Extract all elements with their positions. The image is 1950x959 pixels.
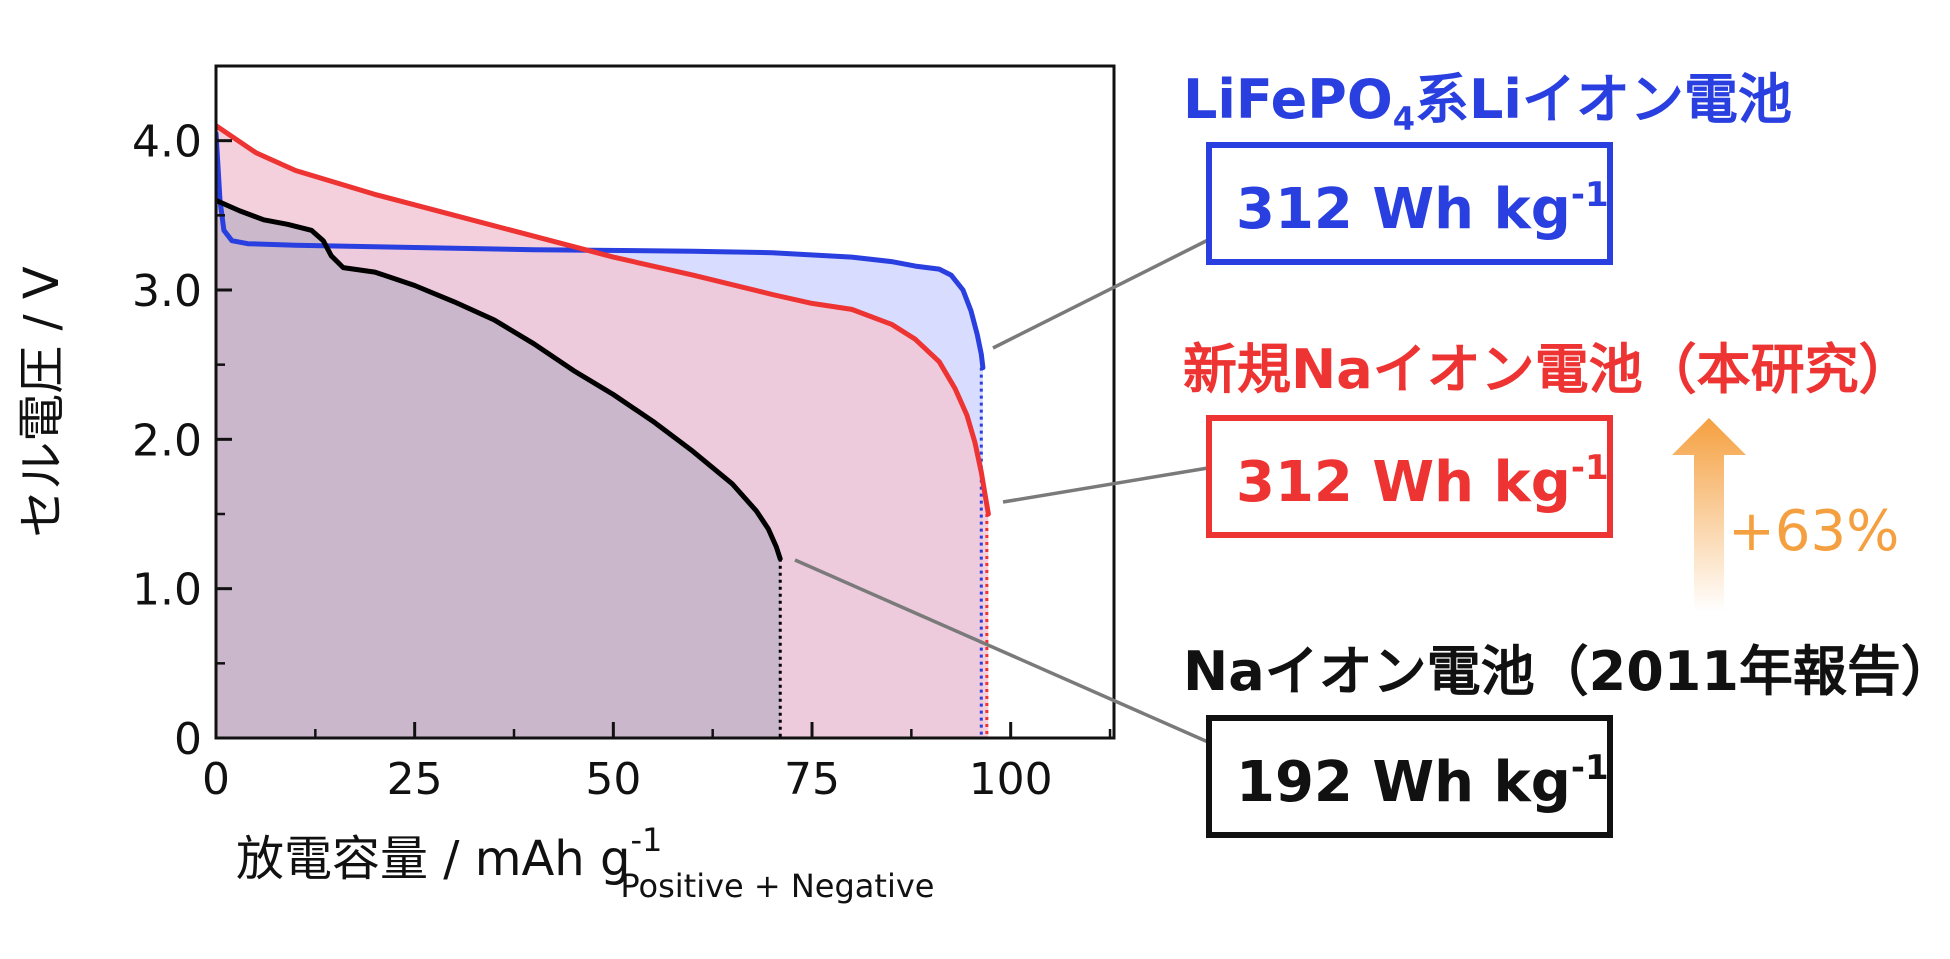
li-energy: 312 Wh kg-1 [1236, 175, 1609, 242]
series-lines [216, 123, 991, 562]
plot-frame [214, 64, 1116, 740]
li-energy-box [1206, 142, 1613, 265]
series-line-1 [216, 123, 991, 517]
up-arrow-icon [1672, 418, 1746, 612]
x-axis-title-main: 放電容量 / mAh g [236, 831, 630, 887]
y-tick-label: 0 [174, 714, 202, 765]
y-tick-label: 1.0 [132, 565, 202, 616]
y-axis-title: セル電圧 / V [14, 266, 70, 538]
na-new-energy: 312 Wh kg-1 [1236, 448, 1609, 515]
y-tick-label: 3.0 [132, 266, 202, 317]
na-old-energy-value: 192 Wh kg [1236, 750, 1571, 815]
series-line-2 [216, 197, 783, 562]
x-tick-label: 50 [585, 754, 641, 805]
na-new-energy-sup: -1 [1571, 448, 1609, 488]
connector-na-new [1002, 466, 1209, 504]
y-tick-label: 2.0 [132, 415, 202, 466]
endpoint-dotted-lines [778, 367, 989, 738]
li-energy-value: 312 Wh kg [1236, 177, 1571, 242]
na-new-label: 新規Naイオン電池（本研究） [1183, 338, 1913, 401]
x-axis-title-sup: -1 [630, 821, 662, 859]
x-tick-label: 25 [387, 754, 443, 805]
x-tick-label: 0 [202, 754, 230, 805]
improvement-percent: +63% [1728, 499, 1899, 564]
na-old-label: Naイオン電池（2011年報告） [1183, 640, 1950, 703]
na-new-energy-box [1206, 415, 1613, 538]
x-axis-title: 放電容量 / mAh g-1 Positive + Negative [236, 821, 934, 905]
series-line-0 [216, 130, 986, 371]
li-label-pre: LiFePO [1183, 68, 1393, 131]
na-old-energy: 192 Wh kg-1 [1236, 748, 1609, 815]
y-tick-label: 4.0 [132, 117, 202, 168]
x-tick-label: 100 [969, 754, 1053, 805]
series-fills [216, 125, 989, 738]
annotation-na-old: Naイオン電池（2011年報告） 192 Wh kg-1 [1183, 640, 1950, 838]
connector-li [992, 238, 1209, 350]
callout-connectors [794, 238, 1209, 744]
axis-ticks: 0 25 50 75 100 0 1.0 2.0 3.0 4.0 [132, 117, 1112, 805]
na-old-energy-box [1206, 715, 1613, 838]
series-fill-2 [216, 200, 781, 738]
x-tick-label: 75 [784, 754, 840, 805]
li-energy-sup: -1 [1571, 175, 1609, 215]
li-label-sub: 4 [1393, 100, 1415, 138]
annotation-na-new: 新規Naイオン電池（本研究） 312 Wh kg-1 [1183, 338, 1913, 538]
li-label: LiFePO4系Liイオン電池 [1183, 68, 1792, 138]
annotation-li: LiFePO4系Liイオン電池 312 Wh kg-1 [1183, 68, 1792, 265]
na-old-energy-sup: -1 [1571, 748, 1609, 788]
li-label-post: 系Liイオン電池 [1415, 68, 1792, 131]
connector-na-old [794, 558, 1209, 744]
improvement-indicator: +63% [1672, 418, 1899, 612]
na-new-energy-value: 312 Wh kg [1236, 450, 1571, 515]
chart-plot-area: 0 25 50 75 100 0 1.0 2.0 3.0 4.0 [132, 64, 1116, 805]
x-axis-title-sub: Positive + Negative [620, 867, 934, 905]
